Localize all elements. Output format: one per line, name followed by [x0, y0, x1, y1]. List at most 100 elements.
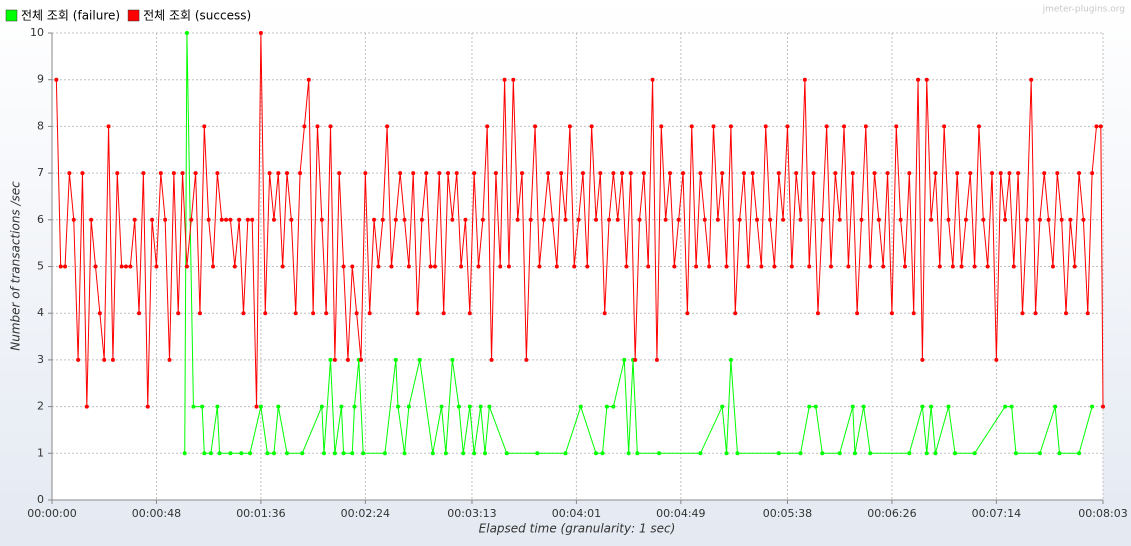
data-point	[176, 311, 181, 316]
data-point	[171, 171, 176, 176]
x-tick-label: 00:06:26	[867, 507, 916, 520]
data-point	[976, 124, 981, 129]
data-point	[102, 357, 107, 362]
data-point	[417, 357, 422, 362]
data-point	[1037, 451, 1042, 456]
data-point	[572, 264, 577, 269]
data-point	[528, 217, 533, 222]
data-point	[245, 217, 250, 222]
data-point	[461, 451, 466, 456]
data-point	[567, 124, 572, 129]
series-line	[55, 32, 1104, 407]
data-point	[119, 264, 124, 269]
data-point	[1053, 404, 1058, 409]
data-point	[1050, 264, 1055, 269]
data-point	[589, 124, 594, 129]
data-point	[1101, 404, 1105, 409]
data-point	[84, 404, 89, 409]
data-point	[202, 124, 207, 129]
data-point	[789, 264, 794, 269]
data-point	[511, 77, 516, 82]
x-tick-label: 00:02:24	[341, 507, 390, 520]
data-point	[376, 264, 381, 269]
data-point	[406, 264, 411, 269]
data-point	[145, 404, 150, 409]
data-point	[258, 31, 263, 35]
data-point	[76, 357, 81, 362]
data-point	[163, 217, 168, 222]
data-point	[641, 171, 646, 176]
data-point	[443, 451, 448, 456]
data-point	[776, 451, 781, 456]
data-point	[733, 311, 738, 316]
data-point	[1042, 171, 1047, 176]
data-point	[276, 171, 281, 176]
data-point	[1029, 77, 1034, 82]
data-point	[502, 77, 507, 82]
data-point	[321, 451, 326, 456]
data-point	[911, 311, 916, 316]
data-point	[1024, 217, 1029, 222]
data-point	[432, 264, 437, 269]
data-point	[1007, 171, 1012, 176]
data-point	[554, 264, 559, 269]
data-point	[593, 451, 598, 456]
data-point	[990, 171, 995, 176]
data-point	[1037, 217, 1042, 222]
data-point	[563, 451, 568, 456]
data-point	[200, 404, 205, 409]
data-point	[80, 171, 85, 176]
data-point	[361, 451, 366, 456]
data-point	[1072, 264, 1077, 269]
data-point	[332, 451, 337, 456]
data-point	[154, 264, 159, 269]
data-point	[824, 124, 829, 129]
data-point	[350, 451, 355, 456]
data-point	[602, 311, 607, 316]
data-point	[772, 264, 777, 269]
data-point	[950, 264, 955, 269]
data-point	[902, 264, 907, 269]
data-point	[863, 124, 868, 129]
data-point	[402, 217, 407, 222]
data-point	[1090, 404, 1095, 409]
data-point	[248, 451, 253, 456]
data-point	[894, 124, 899, 129]
data-point	[1081, 217, 1086, 222]
data-point	[480, 217, 485, 222]
data-point	[285, 451, 290, 456]
data-point	[141, 171, 146, 176]
data-point	[1077, 171, 1082, 176]
data-point	[476, 264, 481, 269]
y-tick-label: 1	[37, 446, 44, 459]
data-point	[929, 404, 934, 409]
data-point	[850, 404, 855, 409]
y-tick-label: 8	[37, 119, 44, 132]
data-point	[1094, 124, 1099, 129]
data-point	[802, 77, 807, 82]
data-point	[202, 451, 207, 456]
data-point	[946, 217, 951, 222]
data-point	[1009, 404, 1014, 409]
data-point	[807, 264, 812, 269]
data-point	[215, 404, 220, 409]
data-point	[267, 171, 272, 176]
watermark: jmeter-plugins.org	[1042, 5, 1125, 15]
data-point	[924, 451, 929, 456]
data-point	[698, 171, 703, 176]
data-point	[750, 171, 755, 176]
data-point	[628, 171, 633, 176]
x-tick-label: 00:08:03	[1078, 507, 1127, 520]
data-point	[724, 451, 729, 456]
y-axis-label: Number of transactions /sec	[9, 181, 23, 351]
data-point	[720, 404, 725, 409]
data-point	[271, 451, 276, 456]
data-point	[611, 404, 616, 409]
data-point	[319, 404, 324, 409]
data-point	[600, 451, 605, 456]
data-point	[393, 217, 398, 222]
data-point	[968, 171, 973, 176]
data-point	[794, 171, 799, 176]
data-point	[615, 217, 620, 222]
data-point	[811, 171, 816, 176]
